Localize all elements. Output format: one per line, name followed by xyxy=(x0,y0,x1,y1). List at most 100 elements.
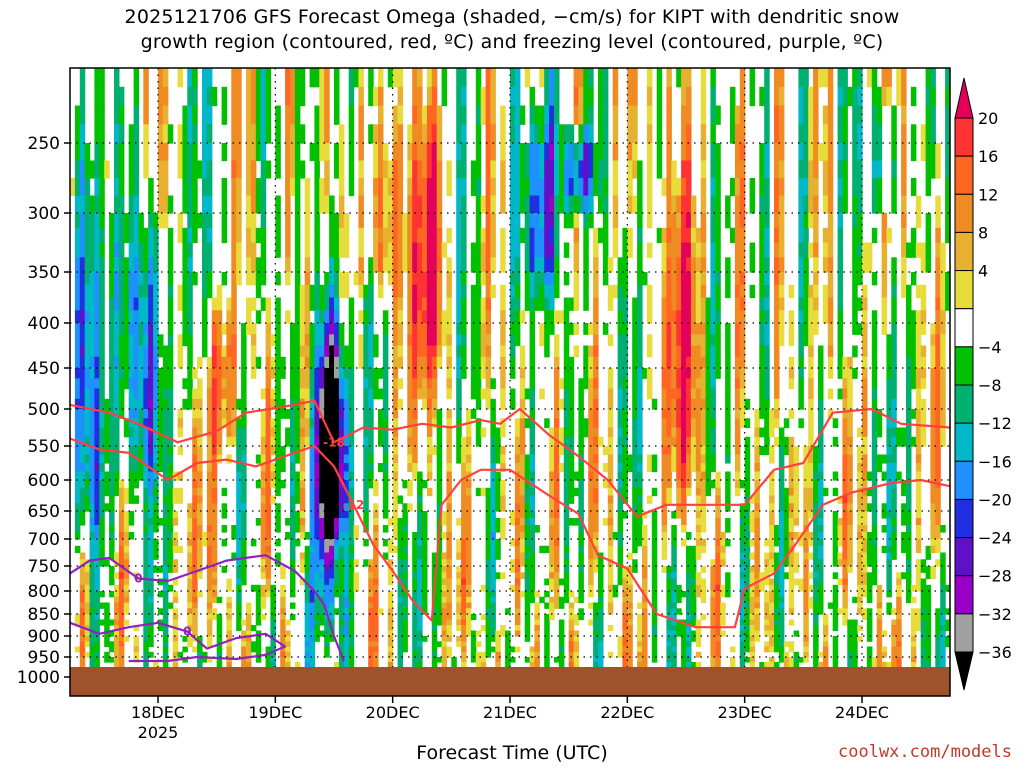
omega-cell xyxy=(627,608,633,615)
omega-cell xyxy=(637,495,643,504)
omega-cell xyxy=(480,388,487,400)
omega-cell xyxy=(446,495,452,504)
omega-cell xyxy=(583,160,589,179)
omega-cell xyxy=(495,545,501,554)
omega-cell xyxy=(299,160,306,179)
omega-cell xyxy=(558,636,565,642)
omega-cell xyxy=(656,227,663,244)
omega-cell xyxy=(500,105,506,125)
omega-cell xyxy=(690,368,697,379)
omega-cell xyxy=(422,552,428,560)
omega-cell xyxy=(99,195,105,214)
omega-cell xyxy=(578,418,584,429)
omega-cell xyxy=(309,427,316,438)
omega-cell xyxy=(563,487,570,497)
omega-cell xyxy=(666,578,672,586)
omega-cell xyxy=(490,608,496,615)
omega-cell xyxy=(671,552,677,560)
omega-cell xyxy=(627,160,633,179)
omega-cell xyxy=(314,195,320,214)
omega-cell xyxy=(593,566,599,573)
omega-cell xyxy=(329,532,335,540)
omega-cell xyxy=(573,284,580,299)
omega-cell xyxy=(153,227,159,244)
omega-cell xyxy=(593,636,599,642)
omega-cell xyxy=(84,591,91,598)
omega-cell xyxy=(314,566,320,573)
omega-cell xyxy=(153,566,159,573)
omega-cell xyxy=(104,427,110,438)
omega-cell xyxy=(617,487,624,497)
omega-cell xyxy=(206,124,213,144)
omega-cell xyxy=(676,398,682,410)
omega-cell xyxy=(402,525,408,533)
omega-cell xyxy=(167,388,174,400)
omega-cell xyxy=(392,345,399,358)
omega-cell xyxy=(417,662,423,668)
omega-cell xyxy=(681,68,687,88)
omega-cell xyxy=(158,427,164,438)
omega-cell xyxy=(524,503,531,512)
omega-cell xyxy=(642,272,648,286)
omega-cell xyxy=(417,511,423,519)
omega-cell xyxy=(651,539,658,547)
omega-cell xyxy=(187,578,193,586)
omega-cell xyxy=(554,334,560,347)
omega-cell xyxy=(187,584,193,592)
omega-cell xyxy=(671,242,677,258)
omega-cell xyxy=(309,480,316,489)
omega-cell xyxy=(133,160,140,179)
omega-cell xyxy=(622,345,628,358)
omega-cell xyxy=(622,446,628,456)
omega-cell xyxy=(490,284,496,299)
omega-cell xyxy=(358,178,364,197)
omega-cell xyxy=(148,614,154,621)
omega-cell xyxy=(392,284,399,299)
omega-cell xyxy=(309,378,316,390)
omega-cell xyxy=(617,454,624,464)
omega-cell xyxy=(568,388,575,400)
omega-cell xyxy=(109,345,115,358)
omega-cell xyxy=(588,487,594,497)
omega-cell xyxy=(109,297,115,311)
omega-cell xyxy=(651,578,658,586)
omega-cell xyxy=(314,518,320,526)
omega-cell xyxy=(651,572,658,580)
omega-cell xyxy=(373,86,379,107)
omega-cell xyxy=(187,619,193,626)
omega-cell xyxy=(568,641,575,648)
omega-cell xyxy=(681,297,687,311)
omega-cell xyxy=(539,105,545,125)
omega-cell xyxy=(426,105,433,125)
omega-cell xyxy=(255,636,262,642)
omega-cell xyxy=(446,545,452,554)
omega-cell xyxy=(89,297,96,311)
omega-cell xyxy=(74,195,81,214)
omega-cell xyxy=(260,602,267,609)
omega-cell xyxy=(128,242,135,258)
omega-cell xyxy=(642,657,648,663)
omega-cell xyxy=(382,463,389,473)
omega-cell xyxy=(578,480,584,489)
omega-cell xyxy=(373,480,379,489)
omega-cell xyxy=(84,143,91,162)
omega-cell xyxy=(348,178,355,197)
omega-cell xyxy=(348,418,355,429)
omega-cell xyxy=(148,518,154,526)
omega-cell xyxy=(529,495,536,504)
omega-cell xyxy=(182,310,188,324)
omega-cell xyxy=(500,630,506,637)
omega-cell xyxy=(231,227,237,244)
omega-cell xyxy=(583,178,589,197)
omega-cell xyxy=(690,272,697,286)
omega-cell xyxy=(162,195,169,214)
omega-cell xyxy=(573,630,580,637)
omega-cell xyxy=(84,160,91,179)
omega-cell xyxy=(412,657,418,663)
omega-cell xyxy=(627,86,633,107)
omega-cell xyxy=(563,143,570,162)
omega-cell xyxy=(417,619,423,626)
omega-cell xyxy=(123,511,130,519)
omega-cell xyxy=(436,105,443,125)
omega-cell xyxy=(260,591,267,598)
